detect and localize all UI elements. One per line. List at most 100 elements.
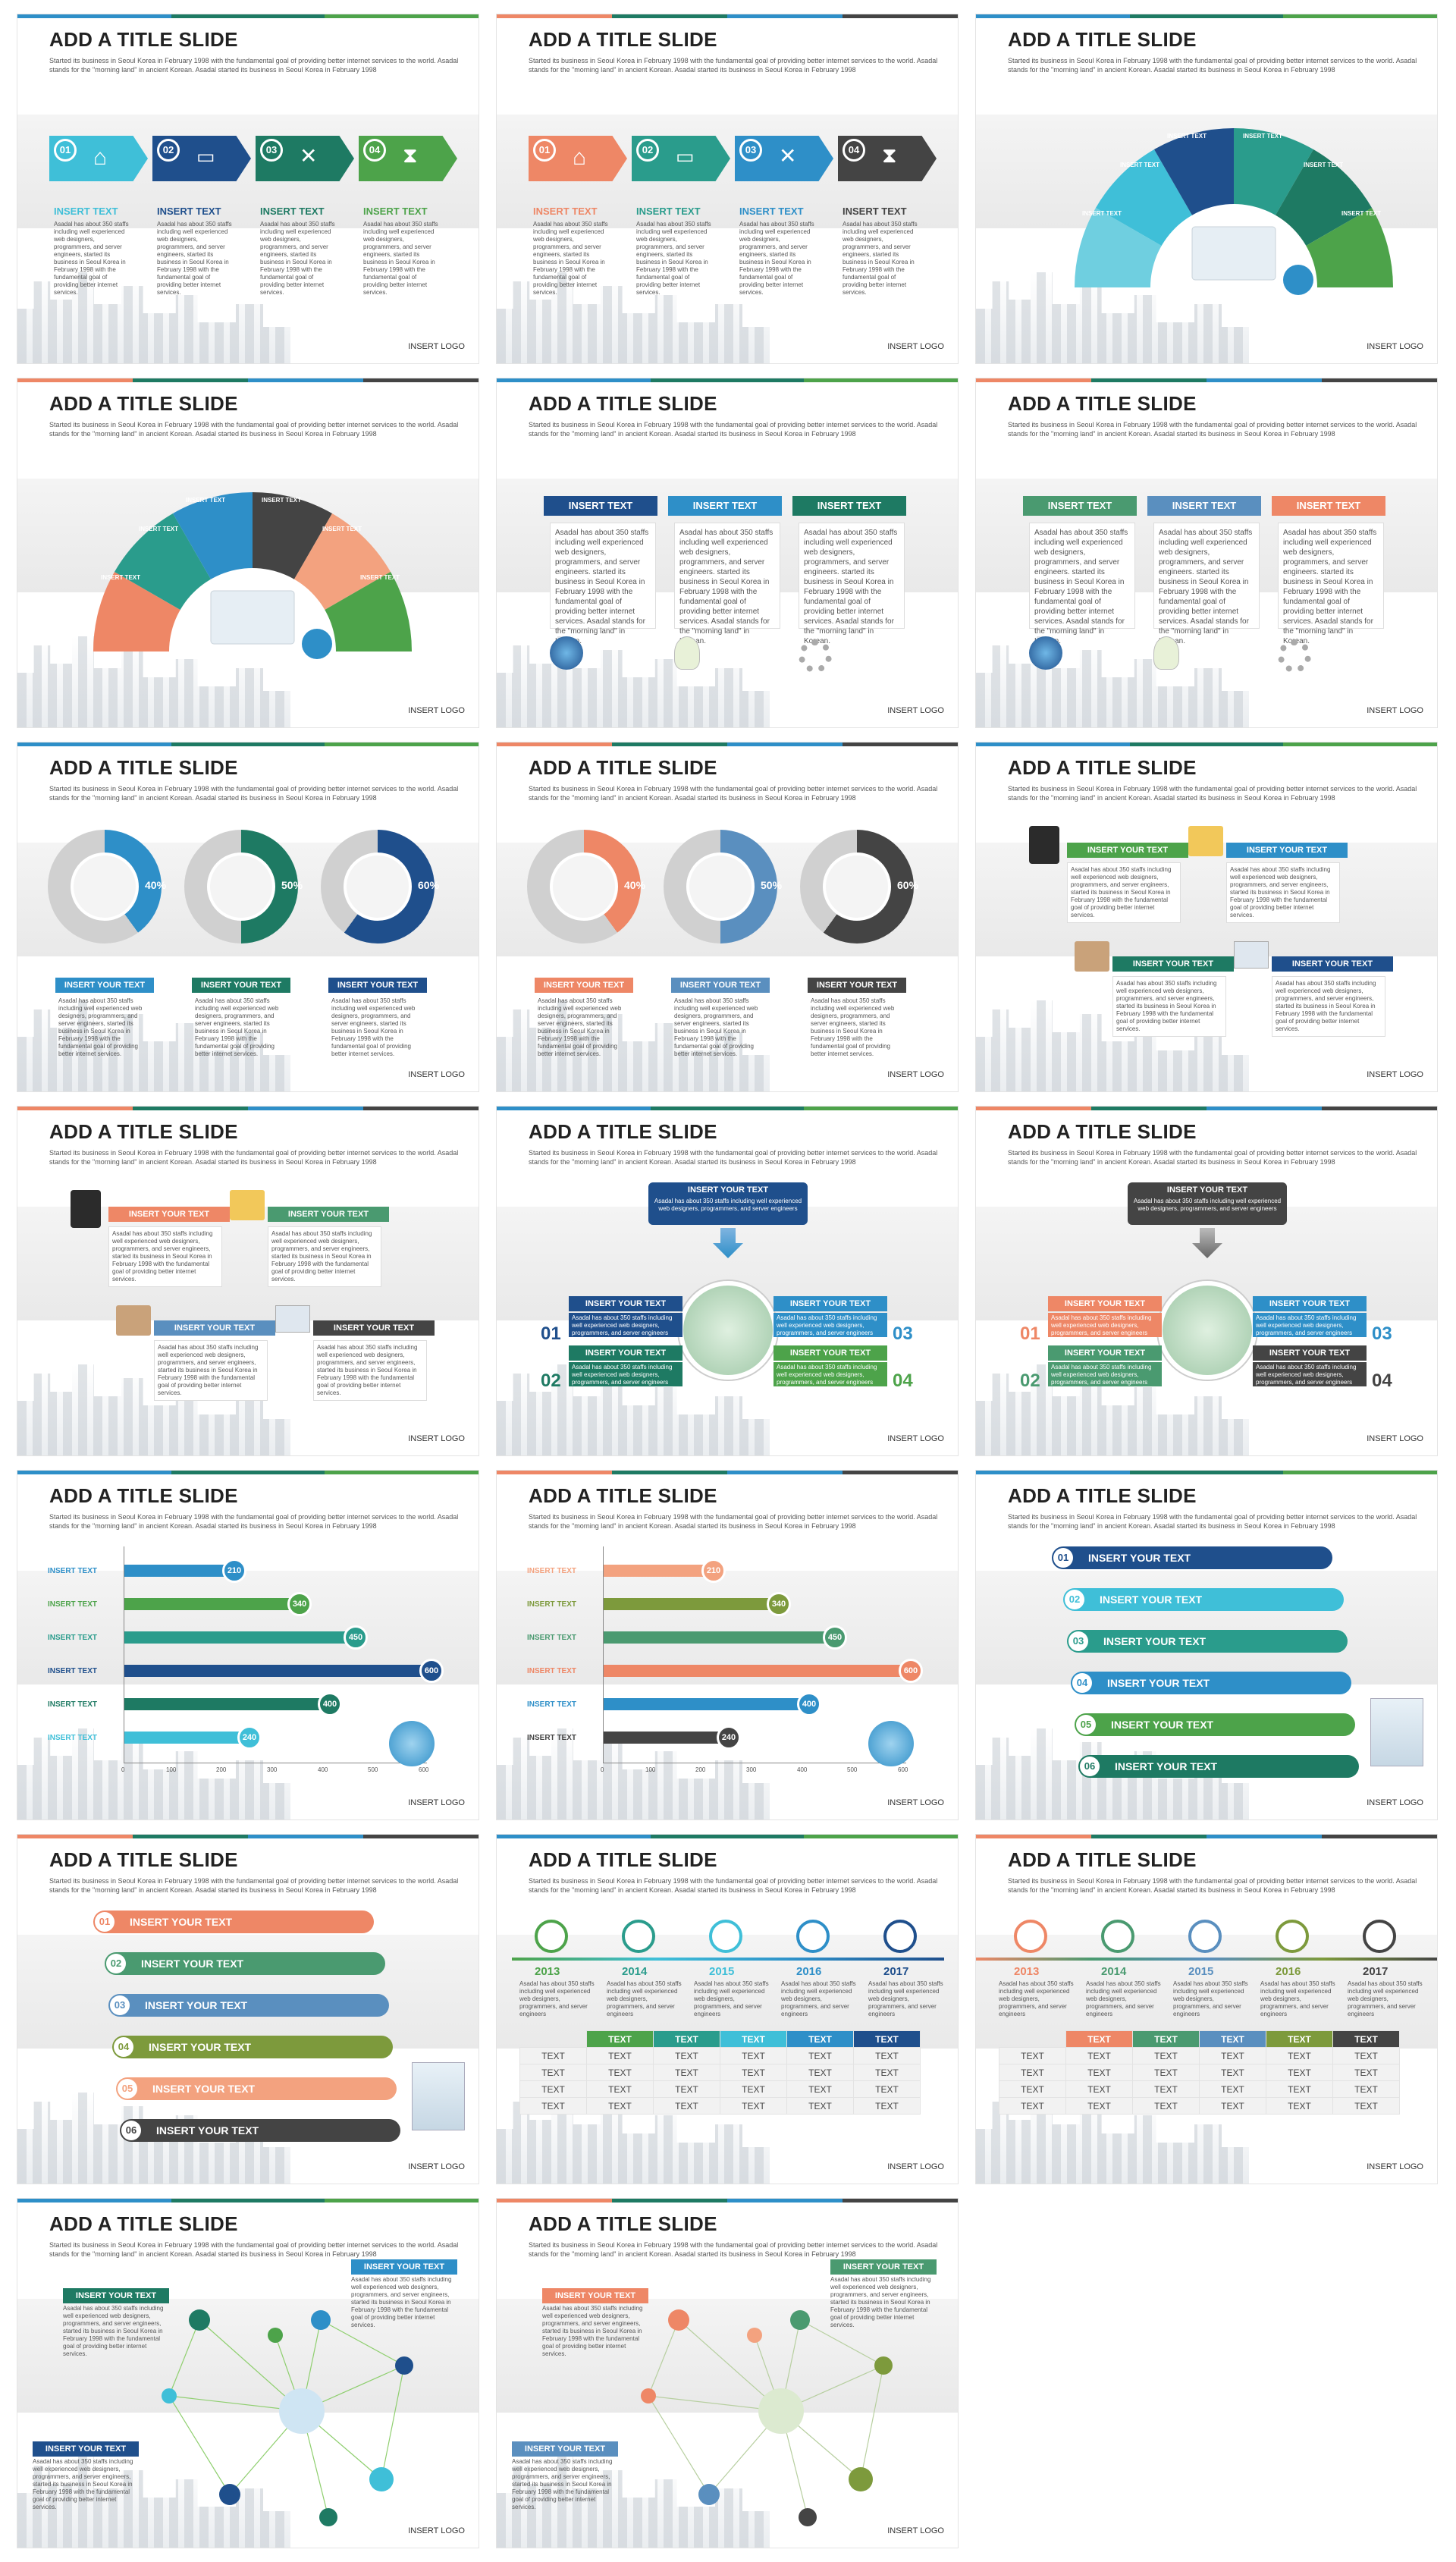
slide-15[interactable]: ADD A TITLE SLIDE Started its business i… [975, 1470, 1438, 1820]
insert-logo: INSERT LOGO [408, 1070, 465, 1079]
insert-logo: INSERT LOGO [887, 1434, 944, 1443]
quad-title: INSERT YOUR TEXT [1253, 1296, 1367, 1311]
timeline-text: Asadal has about 350 staffs including we… [1173, 1980, 1248, 2017]
bar [604, 1565, 710, 1577]
slide-9[interactable]: ADD A TITLE SLIDE Started its business i… [975, 742, 1438, 1092]
box-title: INSERT YOUR TEXT [268, 1207, 389, 1222]
network-text: Asadal has about 350 staffs including we… [351, 2276, 452, 2328]
slide-19[interactable]: ADD A TITLE SLIDE Started its business i… [17, 2198, 479, 2548]
year-label: 2016 [1276, 1965, 1301, 1978]
axis-tick: 200 [695, 1766, 706, 1773]
bar [604, 1631, 831, 1644]
network-diagram [641, 2309, 893, 2526]
slide-10[interactable]: ADD A TITLE SLIDE Started its business i… [17, 1106, 479, 1456]
top-box-title: INSERT YOUR TEXT [1166, 1185, 1248, 1195]
slide-subtitle: Started its business in Seoul Korea in F… [1008, 57, 1417, 74]
slide-title: ADD A TITLE SLIDE [49, 392, 238, 415]
donut-chart [184, 830, 298, 943]
list-pill: 03 INSERT YOUR TEXT [1067, 1630, 1348, 1653]
bar [124, 1598, 296, 1610]
bar-value: 400 [797, 1692, 821, 1716]
insert-logo: INSERT LOGO [887, 1798, 944, 1807]
donut-chart [321, 830, 435, 943]
step-heading: INSERT TEXT [54, 206, 118, 217]
list-pill: 04 INSERT YOUR TEXT [112, 2036, 393, 2058]
slide-18[interactable]: ADD A TITLE SLIDE Started its business i… [975, 1834, 1438, 2184]
percent-label: 40% [624, 879, 646, 891]
slide-3[interactable]: ADD A TITLE SLIDE Started its business i… [975, 14, 1438, 364]
quad-text: Asadal has about 350 staffs including we… [774, 1313, 887, 1337]
quad-text: Asadal has about 350 staffs including we… [1253, 1362, 1367, 1386]
box-title: INSERT YOUR TEXT [108, 1207, 230, 1222]
semicircle-diagram [1074, 127, 1394, 295]
slide-subtitle: Started its business in Seoul Korea in F… [529, 1149, 938, 1166]
insert-logo: INSERT LOGO [1367, 1434, 1423, 1443]
donut-text: Asadal has about 350 staffs including we… [331, 997, 416, 1057]
year-label: 2014 [622, 1965, 648, 1978]
slide-6[interactable]: ADD A TITLE SLIDE Started its business i… [975, 378, 1438, 728]
step-heading: INSERT TEXT [636, 206, 701, 217]
step-heading: INSERT TEXT [739, 206, 804, 217]
donut-text: Asadal has about 350 staffs including we… [538, 997, 622, 1057]
box-title: INSERT YOUR TEXT [154, 1320, 275, 1336]
step-number: 02 [157, 139, 180, 162]
chart-icon [1075, 941, 1109, 972]
box-body: Asadal has about 350 staffs including we… [268, 1226, 381, 1287]
box-body: Asadal has about 350 staffs including we… [108, 1226, 222, 1287]
box-title: INSERT YOUR TEXT [313, 1320, 435, 1336]
slide-subtitle: Started its business in Seoul Korea in F… [49, 2241, 459, 2258]
insert-logo: INSERT LOGO [1367, 342, 1423, 351]
monitor-icon [1234, 941, 1269, 969]
insert-logo: INSERT LOGO [408, 2526, 465, 2535]
bar [124, 1565, 231, 1577]
slide-5[interactable]: ADD A TITLE SLIDE Started its business i… [496, 378, 959, 728]
network-title: INSERT YOUR TEXT [63, 2288, 169, 2303]
hourglass-icon: ⧗ [403, 143, 418, 167]
slide-subtitle: Started its business in Seoul Korea in F… [529, 57, 938, 74]
donut-text: Asadal has about 350 staffs including we… [58, 997, 143, 1057]
quad-text: Asadal has about 350 staffs including we… [774, 1362, 887, 1386]
slide-title: ADD A TITLE SLIDE [1008, 392, 1197, 415]
insert-logo: INSERT LOGO [408, 2162, 465, 2171]
timeline-text: Asadal has about 350 staffs including we… [519, 1980, 595, 2017]
segment-label: INSERT TEXT [1304, 162, 1344, 168]
bar-label: INSERT TEXT [48, 1700, 98, 1709]
slide-subtitle: Started its business in Seoul Korea in F… [49, 57, 459, 74]
slide-16[interactable]: ADD A TITLE SLIDE Started its business i… [17, 1834, 479, 2184]
segment-label: INSERT TEXT [1243, 133, 1283, 140]
cloud-icon [709, 1920, 742, 1953]
percent-label: 50% [761, 879, 783, 891]
slide-20[interactable]: ADD A TITLE SLIDE Started its business i… [496, 2198, 959, 2548]
slide-17[interactable]: ADD A TITLE SLIDE Started its business i… [496, 1834, 959, 2184]
timeline-text: Asadal has about 350 staffs including we… [1086, 1980, 1161, 2017]
slide-12[interactable]: ADD A TITLE SLIDE Started its business i… [975, 1106, 1438, 1456]
network-title: INSERT YOUR TEXT [512, 2441, 618, 2457]
axis-tick: 0 [601, 1766, 604, 1773]
slide-title: ADD A TITLE SLIDE [49, 756, 238, 779]
quad-title: INSERT YOUR TEXT [569, 1345, 682, 1361]
insert-logo: INSERT LOGO [408, 342, 465, 351]
slide-title: ADD A TITLE SLIDE [529, 1120, 717, 1143]
quad-title: INSERT YOUR TEXT [1253, 1345, 1367, 1361]
slide-11[interactable]: ADD A TITLE SLIDE Started its business i… [496, 1106, 959, 1456]
insert-logo: INSERT LOGO [1367, 2162, 1423, 2171]
bar-value: 240 [237, 1725, 262, 1750]
segment-label: INSERT TEXT [1167, 133, 1207, 140]
segment-label: INSERT TEXT [101, 574, 141, 581]
slide-4[interactable]: ADD A TITLE SLIDE Started its business i… [17, 378, 479, 728]
list-pill: 02 INSERT YOUR TEXT [105, 1952, 385, 1975]
slide-8[interactable]: ADD A TITLE SLIDE Started its business i… [496, 742, 959, 1092]
bar-value: 240 [717, 1725, 741, 1750]
segment-label: INSERT TEXT [1082, 210, 1122, 217]
quad-number: 04 [1372, 1370, 1392, 1391]
slide-7[interactable]: ADD A TITLE SLIDE Started its business i… [17, 742, 479, 1092]
bar-label: INSERT TEXT [527, 1667, 577, 1675]
quad-title: INSERT YOUR TEXT [569, 1296, 682, 1311]
network-text: Asadal has about 350 staffs including we… [63, 2305, 164, 2357]
slide-13[interactable]: ADD A TITLE SLIDE Started its business i… [17, 1470, 479, 1820]
slide-2[interactable]: ADD A TITLE SLIDE Started its business i… [496, 14, 959, 364]
slide-title: ADD A TITLE SLIDE [49, 2212, 238, 2235]
slide-1[interactable]: ADD A TITLE SLIDE Started its business i… [17, 14, 479, 364]
slide-14[interactable]: ADD A TITLE SLIDE Started its business i… [496, 1470, 959, 1820]
step-text: Asadal has about 350 staffs including we… [843, 221, 918, 296]
